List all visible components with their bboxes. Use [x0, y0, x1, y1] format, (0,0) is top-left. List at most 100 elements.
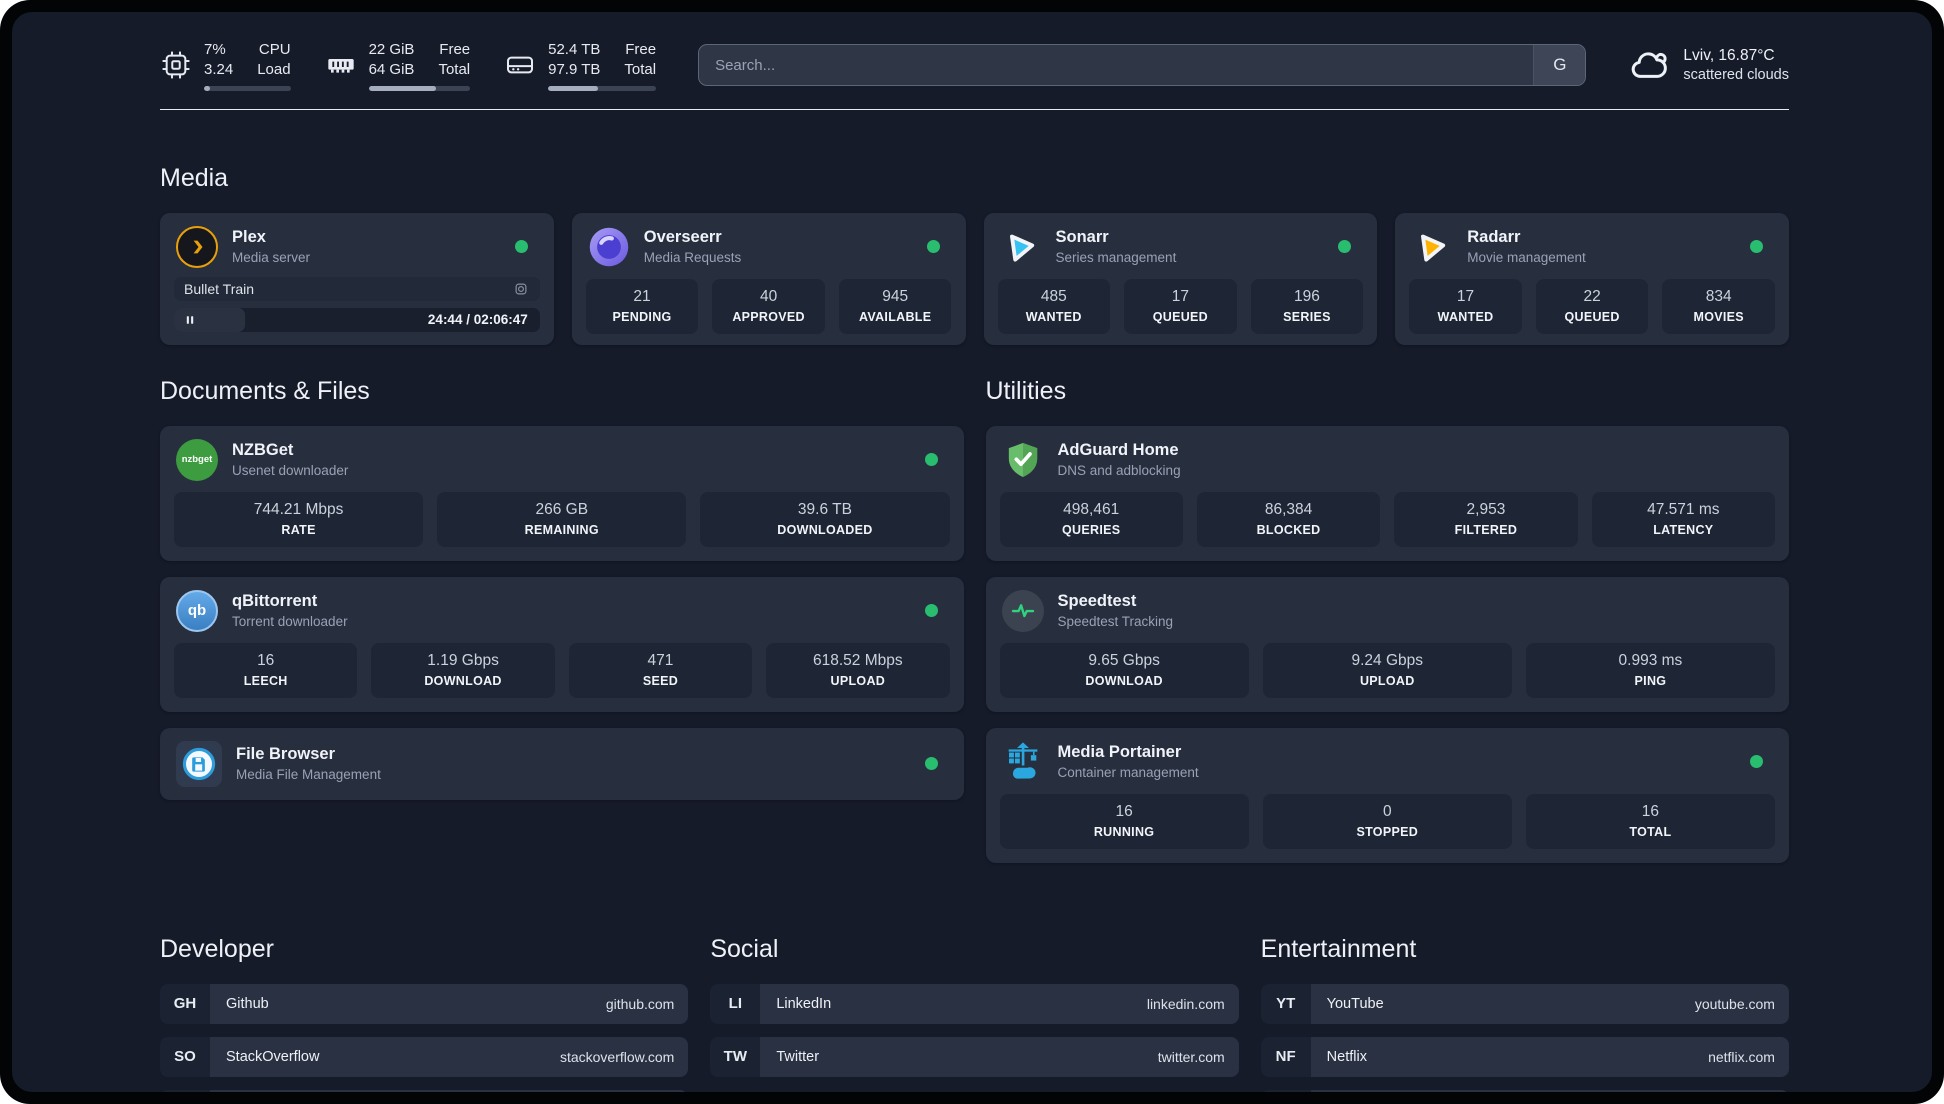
speedtest-icon: [1001, 589, 1044, 632]
filebrowser-icon: [176, 740, 222, 787]
disk-progress-fill: [548, 85, 598, 91]
app-card-filebrowser[interactable]: File Browser Media File Management: [160, 727, 964, 800]
ram-total-value: 64 GiB: [368, 60, 415, 78]
app-card-header: nzbget NZBGet Usenet downloader: [160, 426, 964, 490]
now-playing-title: Bullet Train: [184, 280, 255, 297]
qbittorrent-icon: qb: [176, 589, 218, 632]
stat-value: 39.6 TB: [797, 500, 852, 518]
system-metrics: 7% 3.24 CPU Load: [160, 40, 657, 91]
app-card-header: Media Portainer Container management: [986, 728, 1790, 792]
section-title-developer: Developer: [160, 934, 274, 963]
stat-label: UPLOAD: [1359, 673, 1415, 688]
cpu-icon: [160, 49, 192, 81]
stat-label: DOWNLOADED: [777, 522, 873, 537]
app-card-sonarr[interactable]: Sonarr Series management 485 WANTED 17 Q…: [983, 212, 1378, 348]
search-engine-button[interactable]: G: [1533, 45, 1586, 86]
app-titles: Speedtest Speedtest Tracking: [1058, 592, 1174, 629]
status-online-dot: [1338, 240, 1352, 254]
app-titles: Plex Media server: [232, 228, 310, 265]
app-card-portainer[interactable]: Media Portainer Container management 16 …: [985, 727, 1790, 863]
stat-label: TOTAL: [1629, 824, 1672, 839]
app-card-radarr[interactable]: Radarr Movie management 17 WANTED 22 QUE…: [1395, 212, 1789, 345]
stat-tile: 40 APPROVED: [712, 278, 825, 334]
app-description: Movie management: [1467, 250, 1586, 266]
bookmark-twitter[interactable]: TW Twitter twitter.com: [710, 1036, 1239, 1077]
app-card-header: qb qBittorrent Torrent downloader: [160, 577, 964, 641]
app-description: Series management: [1055, 250, 1177, 266]
section-social: Social LI LinkedIn linkedin.com TW Twitt…: [710, 934, 1239, 1092]
stat-value: 2,953: [1466, 500, 1506, 518]
app-card-plex[interactable]: Plex Media server Bullet Train: [160, 212, 554, 345]
ram-icon: [325, 49, 357, 81]
stat-value: 16: [1641, 802, 1660, 820]
pause-icon[interactable]: [183, 313, 197, 327]
stats-row: 9.65 Gbps DOWNLOAD 9.24 Gbps UPLOAD 0.99…: [986, 641, 1790, 712]
bookmark-github[interactable]: GH Github github.com: [160, 983, 689, 1024]
app-titles: Overseerr Media Requests: [644, 228, 742, 265]
overseerr-icon: [588, 226, 630, 268]
stat-label: UPLOAD: [830, 673, 886, 688]
stat-value: 834: [1705, 287, 1732, 305]
stat-label: BLOCKED: [1256, 522, 1321, 537]
radarr-icon: [1411, 226, 1453, 268]
section-title-utilities: Utilities: [985, 376, 1067, 405]
app-description: Torrent downloader: [232, 614, 348, 630]
app-card-overseerr[interactable]: Overseerr Media Requests 21 PENDING 40 A…: [571, 212, 966, 345]
now-playing-time: 24:44 / 02:06:47: [427, 312, 528, 328]
section-title-social: Social: [710, 934, 779, 963]
disk-total-label: Total: [624, 60, 657, 78]
stat-tile: 22 QUEUED: [1535, 278, 1649, 334]
stat-label: LATENCY: [1653, 522, 1714, 537]
stats-row: 744.21 Mbps RATE 266 GB REMAINING 39.6 T…: [160, 490, 964, 561]
stat-tile: 0 STOPPED: [1262, 793, 1512, 849]
stat-label: QUEUED: [1564, 309, 1620, 324]
bookmark-url: github.com: [605, 995, 675, 1012]
bookmark-name: YouTube: [1326, 995, 1384, 1012]
qbittorrent-logo-text: qb: [187, 602, 207, 620]
app-card-nzbget[interactable]: nzbget NZBGet Usenet downloader 744.21 M…: [160, 425, 964, 561]
section-title-documents: Documents & Files: [160, 376, 370, 405]
section-title-media: Media: [160, 163, 229, 192]
search-input[interactable]: [699, 45, 1534, 86]
section-media: Media Plex Media server Bullet Train: [160, 164, 1789, 345]
app-card-speedtest[interactable]: Speedtest Speedtest Tracking 9.65 Gbps D…: [985, 576, 1790, 712]
bookmark-abbr: GH: [160, 983, 210, 1024]
disk-metric: 52.4 TB 97.9 TB Free Total: [504, 40, 657, 91]
status-online-dot: [924, 757, 938, 771]
stat-value: 9.24 Gbps: [1351, 651, 1424, 669]
stat-value: 618.52 Mbps: [813, 651, 903, 669]
stat-tile: 471 SEED: [568, 642, 753, 698]
weather-location: Lviv, 16.87°C: [1683, 47, 1775, 65]
bookmark-youtube[interactable]: YT YouTube youtube.com: [1260, 983, 1789, 1024]
now-playing-title-row: Bullet Train: [174, 276, 540, 302]
bookmark-name: Netflix: [1326, 1048, 1367, 1065]
disk-progress-track: [548, 85, 657, 91]
app-titles: qBittorrent Torrent downloader: [232, 592, 348, 629]
stat-tile: 9.65 Gbps DOWNLOAD: [999, 642, 1249, 698]
ram-free-value: 22 GiB: [368, 41, 415, 58]
app-card-qbittorrent[interactable]: qb qBittorrent Torrent downloader 16 LEE…: [160, 576, 964, 712]
stat-value: 0: [1382, 802, 1392, 820]
app-card-adguard[interactable]: AdGuard Home DNS and adblocking 498,461 …: [985, 425, 1789, 561]
bookmark-stackoverflow[interactable]: SO StackOverflow stackoverflow.com: [160, 1036, 689, 1077]
app-description: Media Requests: [643, 250, 742, 266]
cpu-load-value: 3.24: [204, 60, 234, 78]
session-settings-icon[interactable]: [512, 280, 530, 298]
bookmark-dev[interactable]: DT DEV dev.to: [160, 1089, 689, 1092]
stat-label: PING: [1634, 673, 1667, 688]
bookmark-netflix[interactable]: NF Netflix netflix.com: [1260, 1036, 1789, 1077]
app-card-header: Radarr Movie management: [1395, 213, 1789, 277]
disk-total-value: 97.9 TB: [548, 60, 601, 78]
section-documents: Documents & Files nzbget NZBGet Usenet d…: [160, 377, 964, 879]
stat-label: SEED: [642, 673, 679, 688]
stat-label: PENDING: [612, 309, 672, 324]
stat-tile: 17 QUEUED: [1124, 278, 1237, 334]
stats-row: 485 WANTED 17 QUEUED 196 SERIES: [984, 277, 1378, 348]
media-cards-row: Plex Media server Bullet Train: [160, 212, 1789, 348]
stat-tile: 266 GB REMAINING: [437, 491, 687, 547]
header-divider: [160, 108, 1789, 110]
bookmark-linkedin[interactable]: LI LinkedIn linkedin.com: [710, 983, 1239, 1024]
bookmark-reddit[interactable]: RE Reddit reddit.com: [1260, 1089, 1789, 1092]
now-playing-progress: 24:44 / 02:06:47: [174, 308, 540, 332]
search-bar[interactable]: G: [698, 44, 1587, 87]
